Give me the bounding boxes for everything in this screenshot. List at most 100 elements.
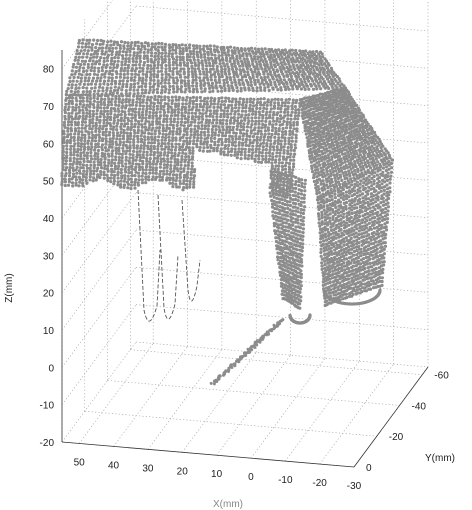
cloud-point xyxy=(174,142,178,146)
cloud-point xyxy=(249,83,253,87)
cloud-point xyxy=(178,127,182,131)
cloud-point xyxy=(203,133,207,137)
cloud-point xyxy=(198,47,202,52)
cloud-point xyxy=(277,158,282,162)
cloud-point xyxy=(182,181,186,186)
cloud-point xyxy=(272,177,277,181)
cloud-point xyxy=(131,57,135,61)
cloud-point xyxy=(283,52,287,57)
cloud-point xyxy=(126,47,130,51)
cloud-point xyxy=(94,82,98,86)
cloud-point xyxy=(150,60,154,64)
cloud-point xyxy=(314,171,318,175)
cloud-point xyxy=(244,140,248,144)
cloud-point xyxy=(350,201,354,205)
cloud-point xyxy=(110,52,114,57)
cloud-point xyxy=(335,223,339,228)
cloud-point xyxy=(112,66,116,70)
cloud-point xyxy=(305,136,309,140)
cloud-point xyxy=(213,143,217,147)
cloud-point xyxy=(316,205,320,209)
cloud-point xyxy=(338,182,342,187)
cloud-point xyxy=(335,145,339,149)
cloud-point xyxy=(316,168,320,172)
cloud-point xyxy=(61,150,65,154)
cloud-point xyxy=(199,139,203,143)
cloud-point xyxy=(231,125,235,129)
cloud-point xyxy=(93,86,97,90)
cloud-point xyxy=(273,181,277,185)
cloud-point xyxy=(103,75,107,79)
cloud-point xyxy=(75,99,79,103)
cloud-point xyxy=(347,212,351,217)
cloud-point xyxy=(206,133,211,137)
cloud-point xyxy=(204,61,208,65)
cloud-point xyxy=(337,154,341,158)
cloud-point xyxy=(110,170,114,174)
cloud-point xyxy=(388,177,392,181)
cloud-point xyxy=(252,138,256,142)
cloud-point xyxy=(333,108,337,113)
cloud-point xyxy=(317,63,321,67)
cloud-point xyxy=(365,237,369,241)
cloud-point xyxy=(137,78,141,82)
cloud-point xyxy=(192,185,196,189)
cloud-point xyxy=(254,112,258,116)
cloud-point xyxy=(345,271,349,275)
cloud-point xyxy=(178,61,182,65)
cloud-point xyxy=(270,164,274,168)
cloud-point xyxy=(356,176,360,180)
cloud-point xyxy=(323,212,327,216)
cloud-point xyxy=(349,283,353,287)
cloud-point xyxy=(371,197,375,202)
cloud-point xyxy=(133,125,137,129)
cloud-point xyxy=(319,254,323,258)
cloud-point xyxy=(224,131,228,135)
cloud-point xyxy=(68,162,72,166)
cloud-point xyxy=(176,87,180,91)
cloud-point xyxy=(139,137,144,141)
cloud-point xyxy=(279,245,283,249)
cloud-point xyxy=(137,113,141,117)
cloud-point xyxy=(161,169,166,173)
cloud-point xyxy=(102,82,106,86)
cloud-point xyxy=(347,248,351,252)
cloud-point xyxy=(194,108,199,112)
cloud-point xyxy=(146,137,150,141)
cloud-point xyxy=(340,161,344,165)
cloud-point xyxy=(291,165,296,169)
cloud-point xyxy=(342,148,346,152)
cloud-point xyxy=(276,138,280,143)
cloud-point xyxy=(105,106,109,110)
cloud-point xyxy=(185,142,189,146)
cloud-point xyxy=(152,60,156,65)
cloud-point xyxy=(221,58,225,62)
cloud-point xyxy=(372,226,377,230)
cloud-point xyxy=(122,46,126,51)
cloud-point xyxy=(380,215,385,219)
cloud-point xyxy=(207,58,211,62)
cloud-point xyxy=(64,162,68,166)
cloud-point xyxy=(172,117,176,121)
cloud-point xyxy=(270,173,274,177)
cloud-point xyxy=(185,127,189,131)
cloud-point xyxy=(245,132,249,136)
cloud-point xyxy=(273,139,277,143)
cloud-point xyxy=(104,46,108,50)
cloud-point xyxy=(152,69,156,73)
cloud-point xyxy=(134,162,138,166)
cloud-point xyxy=(343,160,347,164)
cloud-point xyxy=(164,129,168,133)
cloud-point xyxy=(105,109,110,113)
cloud-point xyxy=(333,265,337,269)
cloud-point xyxy=(357,236,361,241)
cloud-point xyxy=(81,108,85,112)
cloud-point xyxy=(287,136,291,140)
cloud-point xyxy=(133,168,137,172)
cloud-point xyxy=(167,78,171,82)
cloud-point xyxy=(377,232,381,236)
cloud-point xyxy=(323,272,327,276)
cloud-point xyxy=(384,232,388,237)
cloud-point xyxy=(278,151,282,155)
floor-grid-line xyxy=(147,349,223,450)
